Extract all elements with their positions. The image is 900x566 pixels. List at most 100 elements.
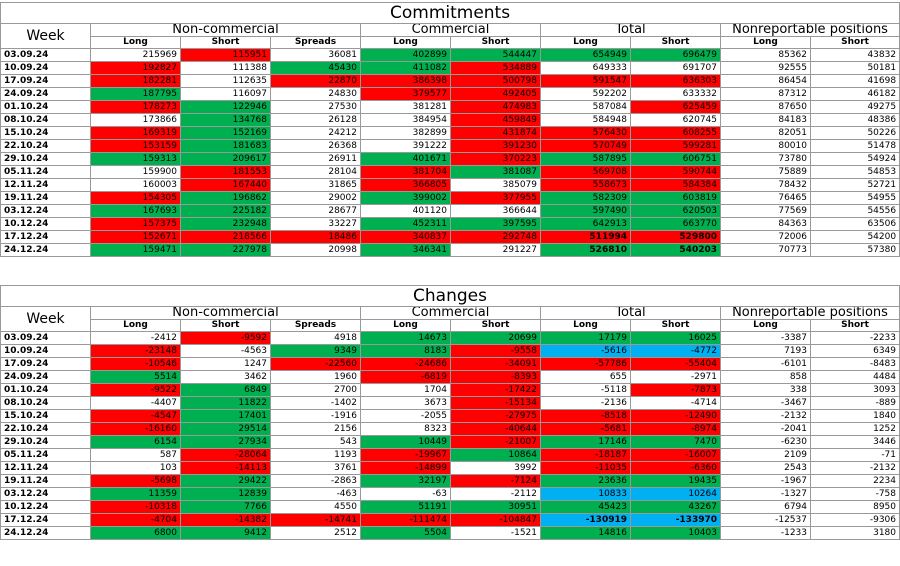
value-cell: 28104 [270, 165, 361, 179]
value-cell: -28064 [180, 448, 271, 462]
value-cell: 633332 [630, 87, 721, 101]
value-cell: -4714 [630, 396, 721, 410]
value-cell: 534889 [450, 61, 541, 75]
value-cell: -8483 [809, 357, 900, 371]
table-row: 03.09.24 -2412 -9592 4918 14673 20699 17179 160… [0, 331, 900, 345]
week-cell: 22.10.24 [0, 139, 91, 153]
value-cell: -2041 [720, 422, 811, 436]
value-cell: 10864 [450, 448, 541, 462]
table-row: 05.11.24 159900 181553 28104 381704 381087 569… [0, 165, 900, 179]
value-cell: 411082 [360, 61, 451, 75]
group-header-nonreportable: Nonreportable positions [719, 306, 900, 320]
value-cell: 72006 [720, 230, 811, 244]
value-cell: 370223 [450, 152, 541, 166]
value-cell: 57380 [809, 243, 900, 257]
value-cell: 366644 [450, 204, 541, 218]
sub-header: Long [360, 319, 451, 332]
value-cell: 70773 [720, 243, 811, 257]
value-cell: -9522 [90, 383, 181, 397]
value-cell: 558673 [540, 178, 631, 192]
value-cell: -1402 [270, 396, 361, 410]
value-cell: -5118 [540, 383, 631, 397]
value-cell: 366805 [360, 178, 451, 192]
value-cell: -133970 [630, 513, 721, 527]
value-cell: 153159 [90, 139, 181, 153]
value-cell: 5504 [360, 526, 451, 540]
value-cell: 620503 [630, 204, 721, 218]
value-cell: 85362 [720, 48, 811, 62]
value-cell: 655 [540, 370, 631, 384]
value-cell: 17179 [540, 331, 631, 345]
value-cell: 19435 [630, 474, 721, 488]
week-cell: 19.11.24 [0, 474, 91, 488]
value-cell: 152169 [180, 126, 271, 140]
value-cell: 584948 [540, 113, 631, 127]
value-cell: -18187 [540, 448, 631, 462]
value-cell: 43832 [809, 48, 900, 62]
value-cell: 569708 [540, 165, 631, 179]
value-cell: 50226 [809, 126, 900, 140]
table-row: 24.12.24 6800 9412 2512 5504 -1521 14816 10403-… [0, 526, 900, 540]
value-cell: 18486 [270, 230, 361, 244]
value-cell: 5514 [90, 370, 181, 384]
value-cell: 654949 [540, 48, 631, 62]
value-cell: -3387 [720, 331, 811, 345]
value-cell: 540203 [630, 243, 721, 257]
value-cell: -2112 [450, 487, 541, 501]
value-cell: 401120 [360, 204, 451, 218]
table-row: 12.11.24 160003 167440 31865 366805 385079 558… [0, 178, 900, 192]
value-cell: 2512 [270, 526, 361, 540]
table-row: 24.09.24 187795 116097 24830 379577 492405 592… [0, 87, 900, 101]
value-cell: -9558 [450, 344, 541, 358]
value-cell: 173866 [90, 113, 181, 127]
value-cell: 340837 [360, 230, 451, 244]
value-cell: 1960 [270, 370, 361, 384]
value-cell: 49275 [809, 100, 900, 114]
value-cell: 30951 [450, 500, 541, 514]
value-cell: -6230 [720, 435, 811, 449]
value-cell: 116097 [180, 87, 271, 101]
value-cell: 159900 [90, 165, 181, 179]
value-cell: 636303 [630, 74, 721, 88]
value-cell: 27530 [270, 100, 361, 114]
value-cell: -34091 [450, 357, 541, 371]
table-row: 01.10.24 178273 122946 27530 381281 474983 587… [0, 100, 900, 114]
value-cell: 84363 [720, 217, 811, 231]
value-cell: -14382 [180, 513, 271, 527]
value-cell: 696479 [630, 48, 721, 62]
sub-header: Long [90, 36, 181, 49]
value-cell: -2233 [809, 331, 900, 345]
value-cell: 52721 [809, 178, 900, 192]
value-cell: 8950 [809, 500, 900, 514]
value-cell: 167440 [180, 178, 271, 192]
table-row: 08.10.24 -4407 11822 -1402 3673 -15134 -2136 -4… [0, 396, 900, 410]
value-cell: 122946 [180, 100, 271, 114]
sub-header: Long [360, 36, 451, 49]
table-row: 10.12.24 -10318 7766 4550 51191 30951 45423 432… [0, 500, 900, 514]
value-cell: 2700 [270, 383, 361, 397]
value-cell: 80010 [720, 139, 811, 153]
value-cell: 608255 [630, 126, 721, 140]
week-cell: 05.11.24 [0, 165, 91, 179]
value-cell: -5681 [540, 422, 631, 436]
value-cell: 167693 [90, 204, 181, 218]
value-cell: -5698 [90, 474, 181, 488]
value-cell: 22870 [270, 74, 361, 88]
value-cell: 181683 [180, 139, 271, 153]
value-cell: -463 [270, 487, 361, 501]
value-cell: 45423 [540, 500, 631, 514]
value-cell: 11359 [90, 487, 181, 501]
value-cell: -5616 [540, 344, 631, 358]
value-cell: 3673 [360, 396, 451, 410]
value-cell: -3467 [720, 396, 811, 410]
table-row: 24.09.24 5514 3462 1960 -6819 -8393 655 -2971 85… [0, 370, 900, 384]
value-cell: 2109 [720, 448, 811, 462]
table-row: 29.10.24 159313 209617 26911 401671 370223 587… [0, 152, 900, 166]
value-cell: -2971 [630, 370, 721, 384]
value-cell: 402899 [360, 48, 451, 62]
value-cell: -1967 [720, 474, 811, 488]
week-cell: 17.12.24 [0, 513, 91, 527]
value-cell: 10449 [360, 435, 451, 449]
table-row: 08.10.24 173866 134768 26128 384954 459849 584… [0, 113, 900, 127]
